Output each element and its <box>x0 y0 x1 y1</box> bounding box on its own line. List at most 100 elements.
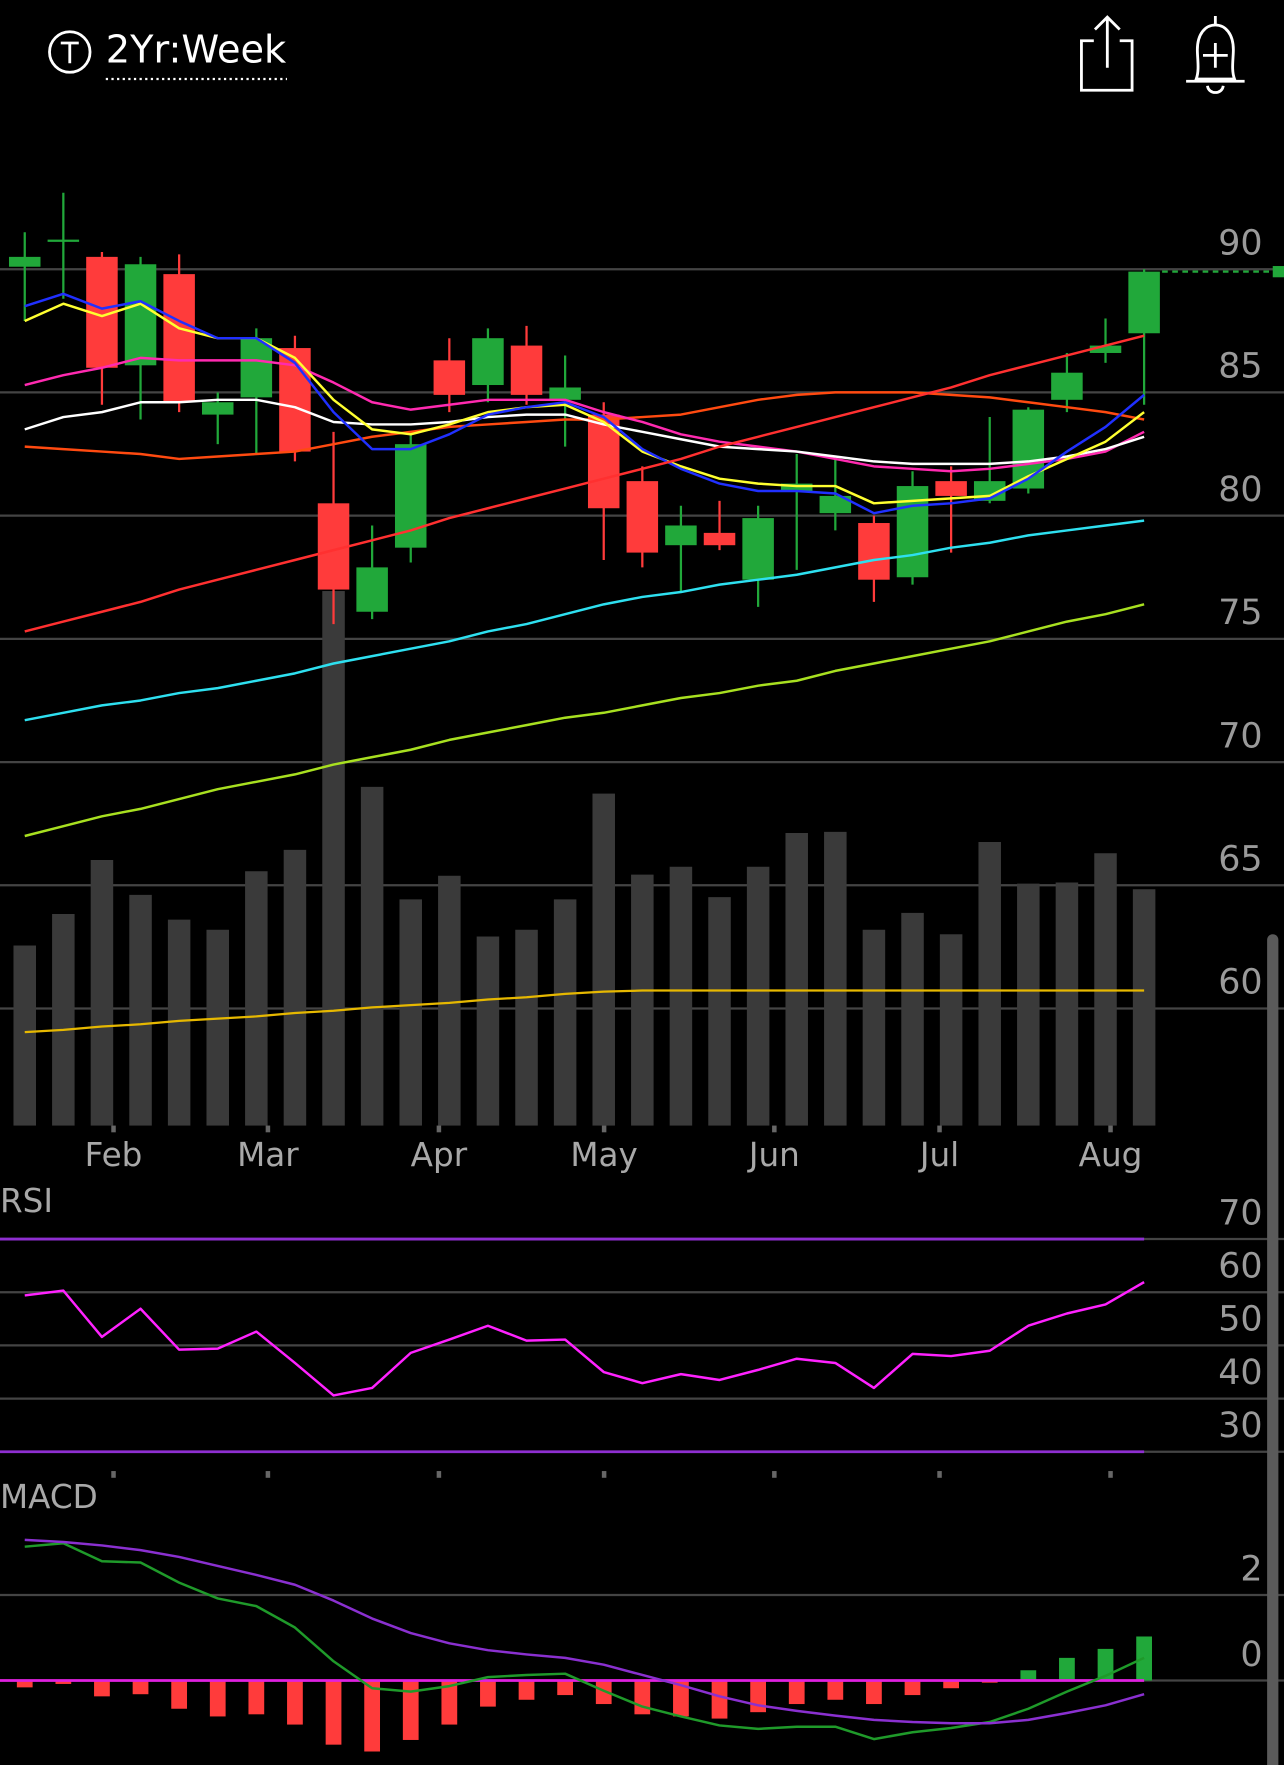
candle-body <box>858 523 890 580</box>
x-tick-label: Feb <box>85 1136 143 1174</box>
macd-histogram-bar <box>209 1680 226 1717</box>
candle-body <box>549 387 581 400</box>
macd-histogram-bar <box>287 1680 303 1725</box>
y-tick-label: 75 <box>1218 593 1262 633</box>
macd-histogram-bar <box>827 1680 844 1700</box>
x-tick-label: Jul <box>918 1136 959 1174</box>
candle-body <box>703 532 736 546</box>
macd-histogram-bar <box>518 1680 535 1700</box>
macd-histogram-bar <box>788 1680 805 1705</box>
macd-histogram-bar <box>364 1680 381 1752</box>
volume-bar <box>322 591 345 1126</box>
volume-bar <box>90 859 114 1126</box>
x-tick-label: Aug <box>1079 1136 1143 1174</box>
share-button[interactable] <box>1080 15 1134 92</box>
moving-average <box>24 356 1145 473</box>
timeframe-button[interactable]: 2Yr:Week <box>48 28 288 81</box>
moving-average <box>24 334 1145 633</box>
volume-bar <box>785 832 808 1126</box>
macd-histogram-bar <box>904 1680 921 1696</box>
y-tick-label: 0 <box>1240 1635 1262 1675</box>
volume-bar <box>245 871 268 1126</box>
x-tick-label: Jun <box>747 1136 800 1174</box>
macd-histogram-bar <box>673 1680 689 1717</box>
macd-histogram-bar <box>402 1680 419 1740</box>
macd-histogram-bar <box>480 1680 496 1707</box>
macd-line <box>24 1538 1145 1725</box>
macd-histogram-bar <box>866 1680 882 1705</box>
macd-line <box>24 1542 1145 1741</box>
volume-bar <box>13 945 36 1126</box>
y-tick-label: 40 <box>1218 1353 1262 1393</box>
macd-histogram-bar <box>248 1680 265 1715</box>
macd-histogram-bar <box>1059 1657 1075 1681</box>
ticker-icon-glyph <box>60 41 79 64</box>
moving-average <box>24 519 1145 722</box>
y-tick-label: 70 <box>1218 1193 1262 1233</box>
candle-body <box>935 481 967 496</box>
rsi-line <box>24 1281 1145 1397</box>
candle-body <box>1128 271 1160 334</box>
x-tick-label: Apr <box>411 1136 468 1174</box>
y-tick-label: 60 <box>1218 1246 1262 1286</box>
y-tick-label: 2 <box>1240 1549 1262 1589</box>
volume-bar <box>746 866 770 1126</box>
candle-body <box>356 567 388 612</box>
moving-average <box>24 398 1145 466</box>
macd-histogram-bar <box>1020 1670 1037 1681</box>
y-tick-label: 85 <box>1218 347 1262 387</box>
volume-bar <box>283 849 307 1126</box>
macd-histogram-bar <box>16 1680 33 1688</box>
candle-body <box>240 338 273 398</box>
candle-body <box>665 525 697 546</box>
volume-bar <box>1055 882 1079 1126</box>
macd-histogram-bar <box>94 1680 110 1697</box>
candle-body <box>742 518 774 580</box>
candle-body <box>433 360 466 395</box>
volume-bar <box>399 899 422 1126</box>
volume-bar <box>901 912 924 1126</box>
macd-histogram-bar <box>132 1680 149 1695</box>
panel-title: MACD <box>0 1478 98 1516</box>
volume-bar <box>708 897 731 1126</box>
macd-histogram-bar <box>55 1680 72 1684</box>
volume-bar <box>669 866 693 1126</box>
y-tick-label: 80 <box>1218 470 1262 510</box>
timeframe-title: 2Yr:Week <box>106 28 287 73</box>
candle-body <box>1089 345 1122 353</box>
macd-histogram-bar <box>943 1680 959 1689</box>
macd-histogram-bar <box>441 1680 458 1725</box>
candle-body <box>510 345 543 395</box>
volume-bar <box>438 875 461 1126</box>
alert-button[interactable] <box>1186 15 1245 94</box>
candle-body <box>124 264 157 366</box>
macd-histogram-bar <box>711 1680 728 1719</box>
candle-body <box>819 495 852 514</box>
volume-bar <box>592 793 615 1126</box>
candle-body <box>626 481 659 553</box>
moving-average <box>24 603 1145 838</box>
volume-bar <box>476 936 500 1126</box>
macd-histogram-bar <box>1097 1648 1114 1681</box>
y-tick-label: 60 <box>1218 963 1262 1003</box>
volume-bar <box>206 929 229 1126</box>
candle-body <box>472 338 504 386</box>
volume-bar <box>515 929 538 1126</box>
volume-bar <box>129 894 152 1126</box>
volume-bar <box>978 841 1001 1126</box>
y-tick-label: 30 <box>1218 1406 1262 1446</box>
last-price-marker <box>1272 266 1284 278</box>
candle-body <box>201 402 234 415</box>
macd-histogram-bar <box>325 1680 342 1745</box>
scrollbar[interactable] <box>1267 934 1279 1765</box>
share-arrow <box>1093 15 1121 68</box>
y-tick-label: 90 <box>1218 223 1262 263</box>
bell-icon <box>1186 15 1245 94</box>
x-tick-label: Mar <box>237 1136 299 1174</box>
macd-histogram-bar <box>171 1680 188 1709</box>
candle-body <box>1051 372 1083 400</box>
volume-bar <box>631 874 654 1126</box>
x-tick-label: May <box>570 1136 637 1174</box>
